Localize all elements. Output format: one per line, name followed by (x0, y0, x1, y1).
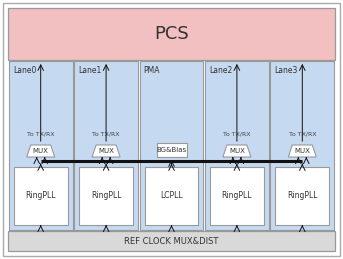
Text: MUX: MUX (33, 148, 49, 154)
Bar (8, 8, 335, 60)
Text: MUX: MUX (98, 148, 114, 154)
Polygon shape (92, 145, 120, 157)
Bar (144, 167, 199, 225)
Text: PMA: PMA (144, 66, 160, 75)
Text: RingPLL: RingPLL (287, 191, 318, 200)
Bar (156, 143, 187, 157)
Polygon shape (223, 145, 251, 157)
Bar (14, 167, 68, 225)
Text: Lane1: Lane1 (78, 66, 102, 75)
Bar (74, 61, 138, 230)
Polygon shape (288, 145, 316, 157)
Text: Lane2: Lane2 (209, 66, 232, 75)
Bar (8, 231, 335, 251)
Bar (9, 61, 73, 230)
Bar (79, 167, 133, 225)
Text: RingPLL: RingPLL (25, 191, 56, 200)
Text: MUX: MUX (294, 148, 310, 154)
Text: LCPLL: LCPLL (160, 191, 183, 200)
Bar (205, 61, 269, 230)
Text: To TX/RX: To TX/RX (223, 132, 251, 137)
Text: RingPLL: RingPLL (91, 191, 121, 200)
Text: Lane3: Lane3 (274, 66, 298, 75)
Text: REF CLOCK MUX&DIST: REF CLOCK MUX&DIST (124, 236, 219, 246)
Bar (270, 61, 334, 230)
Text: MUX: MUX (229, 148, 245, 154)
Text: To TX/RX: To TX/RX (288, 132, 316, 137)
Text: To TX/RX: To TX/RX (92, 132, 120, 137)
Text: BG&Bias: BG&Bias (156, 147, 187, 153)
Bar (140, 61, 203, 230)
Text: Lane0: Lane0 (13, 66, 36, 75)
Text: PCS: PCS (154, 25, 189, 43)
Polygon shape (27, 145, 55, 157)
Bar (275, 167, 329, 225)
Text: To TX/RX: To TX/RX (27, 132, 55, 137)
Text: RingPLL: RingPLL (222, 191, 252, 200)
Bar (210, 167, 264, 225)
